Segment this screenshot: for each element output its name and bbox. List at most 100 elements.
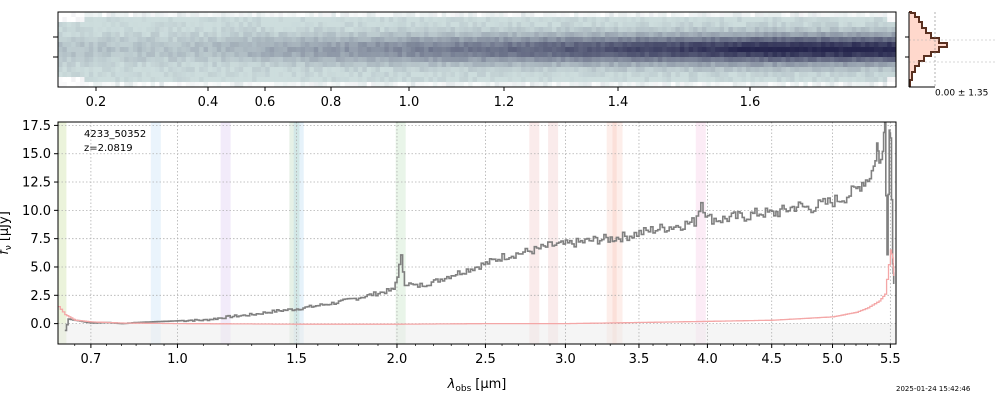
heatmap-cell xyxy=(525,52,531,58)
heatmap-cell xyxy=(402,17,407,23)
heatmap-cell xyxy=(468,22,473,28)
heatmap-cell xyxy=(754,12,760,18)
heatmap-cell xyxy=(529,72,535,78)
heatmap-cell xyxy=(393,57,399,63)
heatmap-cell xyxy=(490,12,496,18)
heatmap-cell xyxy=(869,77,875,83)
heatmap-cell xyxy=(631,37,637,43)
heatmap-cell xyxy=(128,52,134,58)
heatmap-cell xyxy=(472,27,478,33)
heatmap-cell xyxy=(84,72,90,78)
heatmap-cell xyxy=(772,12,778,18)
heatmap-cell xyxy=(825,82,831,88)
heatmap-cell xyxy=(878,67,884,73)
heatmap-cell xyxy=(878,12,884,18)
heatmap-cell xyxy=(243,42,249,48)
heatmap-cell xyxy=(207,42,213,48)
heatmap-cell xyxy=(574,82,579,88)
heatmap-cell xyxy=(177,22,182,28)
heatmap-cell xyxy=(521,57,526,63)
heatmap-cell xyxy=(437,52,443,58)
heatmap-cell xyxy=(331,82,337,88)
heatmap-cell xyxy=(604,22,610,28)
heatmap-cell xyxy=(62,82,68,88)
heatmap-cell xyxy=(719,37,725,43)
heatmap-cell xyxy=(869,72,875,78)
heatmap-cell xyxy=(172,42,178,48)
heatmap-cell xyxy=(485,57,491,63)
heatmap-cell xyxy=(644,32,650,38)
heatmap-cell xyxy=(732,62,738,68)
heatmap-cell xyxy=(97,67,103,73)
heatmap-cell xyxy=(331,52,337,58)
heatmap-cell xyxy=(723,52,729,58)
heatmap-cell xyxy=(155,17,160,23)
heatmap-cell xyxy=(591,67,597,73)
heatmap-cell xyxy=(344,22,350,28)
heatmap-cell xyxy=(582,12,588,18)
heatmap-cell xyxy=(119,47,125,53)
heatmap-cell xyxy=(507,72,513,78)
heatmap-cell xyxy=(551,32,557,38)
heatmap-cell xyxy=(807,12,813,18)
heatmap-cell xyxy=(304,77,310,83)
heatmap-cell xyxy=(128,37,134,43)
line-band-6 xyxy=(529,122,540,344)
heatmap-cell xyxy=(741,57,747,63)
heatmap-cell xyxy=(331,67,337,73)
heatmap-cell xyxy=(565,52,571,58)
heatmap-cell xyxy=(88,22,94,28)
heatmap-cell xyxy=(397,17,403,23)
heatmap-cell xyxy=(419,72,425,78)
heatmap-cell xyxy=(653,32,659,38)
heatmap-cell xyxy=(75,52,81,58)
heatmap-cell xyxy=(230,47,235,53)
heatmap-cell xyxy=(243,67,249,73)
heatmap-cell xyxy=(424,27,429,33)
heatmap-cell xyxy=(137,82,143,88)
heatmap-cell xyxy=(172,57,178,63)
heatmap-cell xyxy=(406,62,412,68)
heatmap-cell xyxy=(578,62,584,68)
heatmap-cell xyxy=(225,57,231,63)
heatmap-cell xyxy=(640,62,645,68)
heatmap-cell xyxy=(551,12,557,18)
heatmap-cell xyxy=(728,67,734,73)
heatmap-cell xyxy=(432,37,438,43)
heatmap-cell xyxy=(596,22,601,28)
heatmap-cell xyxy=(406,77,412,83)
heatmap-cell xyxy=(388,47,394,53)
heatmap-cell xyxy=(860,32,866,38)
heatmap-cell xyxy=(600,72,606,78)
heatmap-cell xyxy=(318,47,324,53)
heatmap-cell xyxy=(353,67,359,73)
heatmap-cell xyxy=(794,52,800,58)
heatmap-cell xyxy=(102,32,107,38)
heatmap-cell xyxy=(163,27,169,33)
timestamp: 2025-01-24 15:42:46 xyxy=(896,385,971,393)
heatmap-cell xyxy=(212,17,218,23)
heatmap-cell xyxy=(856,17,862,23)
heatmap-cell xyxy=(335,17,341,23)
heatmap-cell xyxy=(763,62,769,68)
heatmap-cell xyxy=(150,62,156,68)
heatmap-cell xyxy=(388,82,394,88)
heatmap-cell xyxy=(190,82,196,88)
heatmap-cell xyxy=(340,22,346,28)
heatmap-cell xyxy=(304,62,310,68)
heatmap-cell xyxy=(582,42,588,48)
heatmap-cell xyxy=(415,12,421,18)
heatmap-cell xyxy=(481,12,487,18)
heatmap-cell xyxy=(878,42,884,48)
heatmap-cell xyxy=(463,57,469,63)
heatmap-cell xyxy=(706,32,712,38)
heatmap-cell xyxy=(415,27,421,33)
uncertainty-line xyxy=(58,249,895,325)
heatmap-cell xyxy=(587,22,593,28)
heatmap-cell xyxy=(102,62,107,68)
heatmap-cell xyxy=(649,67,654,73)
heatmap-cell xyxy=(521,32,526,38)
heatmap-cell xyxy=(512,47,518,53)
y-axis: 0.02.55.07.510.012.515.017.5 xyxy=(22,119,58,332)
heatmap-cell xyxy=(878,17,884,23)
